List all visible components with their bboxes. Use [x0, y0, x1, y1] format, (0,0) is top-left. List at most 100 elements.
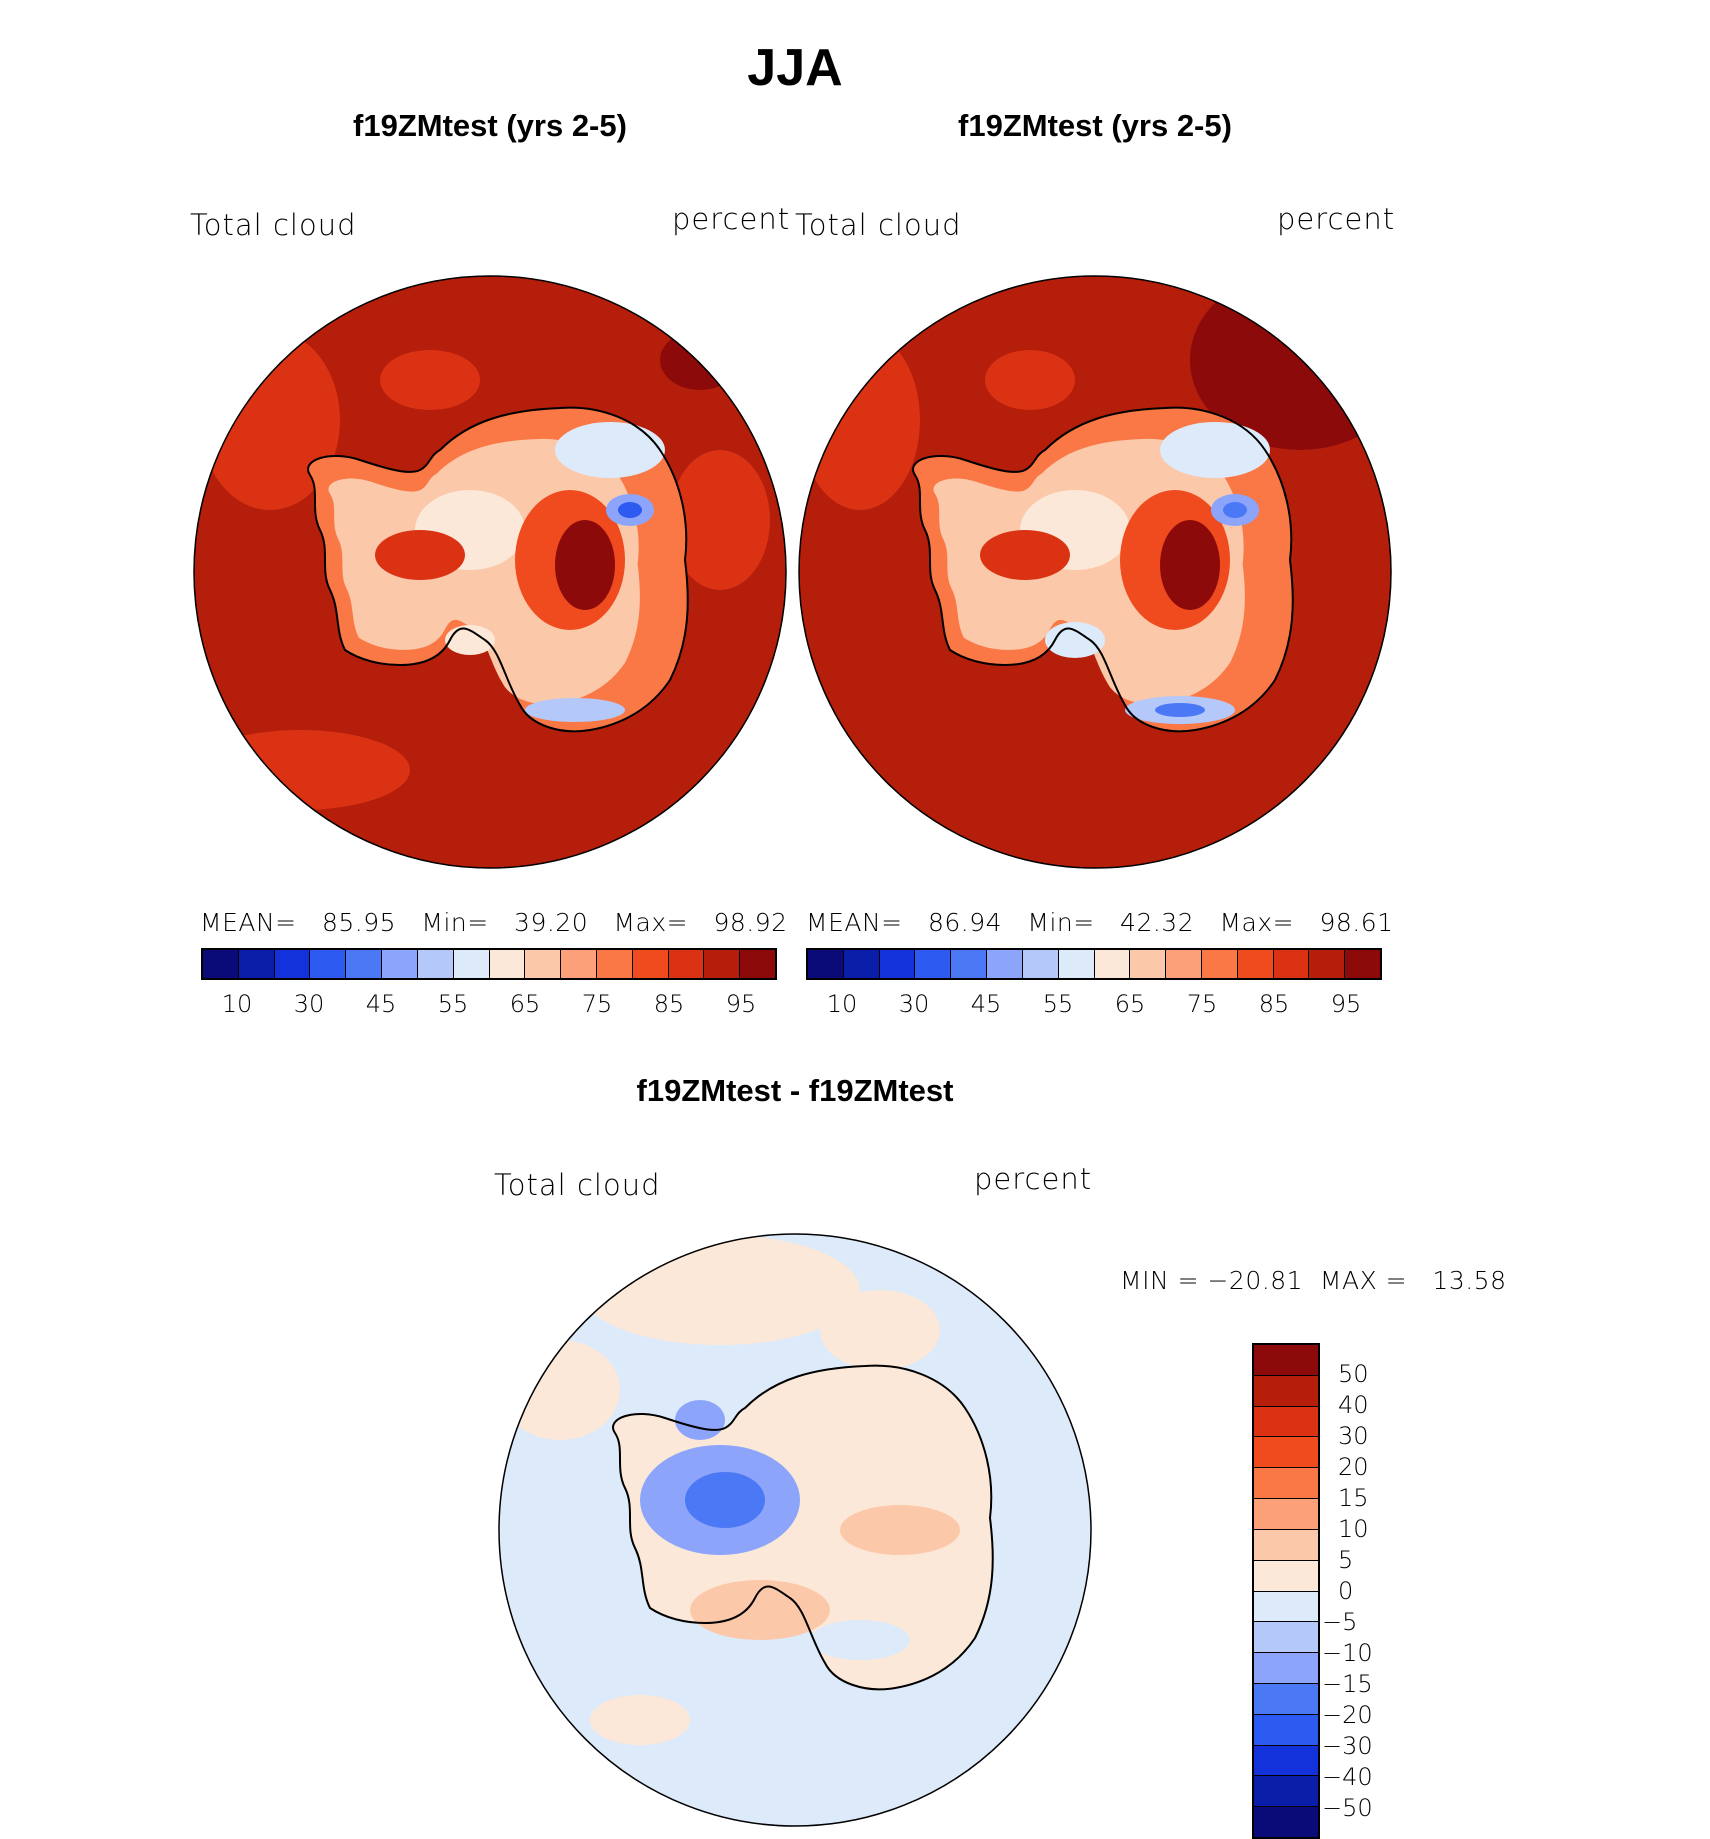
panel-2-title: f19ZMtest (yrs 2-5)	[958, 108, 1232, 143]
panel-2-stats: MEAN= 86.94 Min= 42.32 Max= 98.61	[806, 908, 1394, 937]
diff-panel-map	[499, 1234, 1091, 1826]
colorbar-tick-label: −40	[1322, 1763, 1373, 1791]
panel-2-variable-label: Total cloud	[795, 208, 962, 242]
colorbar-cell	[1130, 950, 1167, 978]
panel-1-min-value: 39.20	[514, 908, 589, 937]
panel-2-units-label: percent	[1277, 202, 1396, 236]
panel-1-units-label: percent	[672, 202, 791, 236]
colorbar-tick-label: 15	[1338, 1484, 1369, 1512]
colorbar-cell	[310, 950, 347, 978]
colorbar-cell	[525, 950, 562, 978]
panel-1-min-label: Min=	[421, 908, 489, 937]
panel-1-mean-value: 85.95	[321, 908, 397, 937]
colorbar-cell	[453, 950, 490, 978]
colorbar-cell	[1254, 1591, 1318, 1623]
diff-colorbar	[1252, 1343, 1320, 1839]
colorbar-tick-label: 45	[970, 990, 1002, 1018]
colorbar-tick-label: 85	[1258, 990, 1290, 1018]
colorbar-cell	[1254, 1529, 1318, 1561]
colorbar-tick-label: 30	[293, 990, 325, 1018]
colorbar-cell	[1254, 1468, 1318, 1500]
panel-2-mean-label: MEAN=	[806, 908, 903, 937]
colorbar-tick-label: 75	[1186, 990, 1218, 1018]
colorbar-cell	[668, 950, 705, 978]
panel-2-min-value: 42.32	[1120, 908, 1195, 937]
colorbar-tick-label: 95	[1330, 990, 1362, 1018]
colorbar-tick-label: 55	[437, 990, 469, 1018]
colorbar-tick-label: −5	[1322, 1608, 1358, 1636]
colorbar-cell	[1345, 950, 1380, 978]
colorbar-tick-label: 65	[1114, 990, 1146, 1018]
colorbar-tick-label: 65	[509, 990, 541, 1018]
colorbar-cell	[489, 950, 526, 978]
colorbar-cell	[1058, 950, 1095, 978]
colorbar-tick-label: 75	[581, 990, 613, 1018]
colorbar-tick-label: 40	[1338, 1391, 1369, 1419]
colorbar-tick-label: 0	[1338, 1577, 1354, 1605]
colorbar-cell	[1254, 1437, 1318, 1469]
panel-2-max-value: 98.61	[1319, 908, 1394, 937]
colorbar-cell	[346, 950, 383, 978]
figure-title: JJA	[747, 39, 843, 97]
colorbar-cell	[1309, 950, 1346, 978]
panel-1-title: f19ZMtest (yrs 2-5)	[353, 108, 627, 143]
panel-2-min-label: Min=	[1027, 908, 1095, 937]
colorbar-tick-label: 10	[826, 990, 858, 1018]
colorbar-tick-label: 10	[221, 990, 253, 1018]
colorbar-cell	[1237, 950, 1274, 978]
colorbar-tick-label: −10	[1322, 1639, 1373, 1667]
colorbar-tick-label: 5	[1338, 1546, 1354, 1574]
colorbar-cell	[1254, 1745, 1318, 1777]
colorbar-cell	[1254, 1683, 1318, 1715]
colorbar-cell	[1273, 950, 1310, 978]
colorbar-tick-label: 50	[1338, 1360, 1369, 1388]
panel-1-max-value: 98.92	[713, 908, 788, 937]
colorbar-tick-label: −50	[1322, 1794, 1373, 1822]
colorbar-cell	[1254, 1375, 1318, 1407]
diff-panel-title: f19ZMtest - f19ZMtest	[636, 1073, 954, 1108]
colorbar-cell	[1022, 950, 1059, 978]
panel-1-variable-label: Total cloud	[190, 208, 357, 242]
panel-2-map	[799, 276, 1391, 868]
panel-1-colorbar-ticks: 10 30 45 55 65 75 85 95	[201, 990, 777, 1020]
colorbar-cell	[879, 950, 916, 978]
colorbar-tick-label: 55	[1042, 990, 1074, 1018]
panel-2-colorbar-ticks: 10 30 45 55 65 75 85 95	[806, 990, 1382, 1020]
colorbar-tick-label: 45	[365, 990, 397, 1018]
colorbar-cell	[808, 950, 844, 978]
colorbar-cell	[1201, 950, 1238, 978]
panel-1-colorbar	[201, 948, 777, 980]
colorbar-tick-label: 30	[1338, 1422, 1369, 1450]
colorbar-cell	[1254, 1653, 1318, 1684]
diff-variable-label: Total cloud	[494, 1168, 661, 1202]
colorbar-cell	[1254, 1345, 1318, 1376]
colorbar-cell	[843, 950, 880, 978]
colorbar-cell	[987, 950, 1023, 978]
colorbar-tick-label: −20	[1322, 1701, 1373, 1729]
colorbar-cell	[1254, 1406, 1318, 1438]
panel-2-max-label: Max=	[1219, 908, 1295, 937]
diff-units-label: percent	[974, 1162, 1093, 1196]
colorbar-tick-label: 20	[1338, 1453, 1369, 1481]
colorbar-cell	[596, 950, 633, 978]
colorbar-cell	[1254, 1622, 1318, 1654]
colorbar-tick-label: 95	[725, 990, 757, 1018]
colorbar-cell	[1254, 1499, 1318, 1530]
colorbar-cell	[632, 950, 669, 978]
panel-1-mean-label: MEAN=	[200, 908, 297, 937]
diff-colorbar-ticks: 50 40 30 20 15 10 5 0 −5 −10 −15 −20 −30 −40 −50	[1322, 1343, 1410, 1839]
colorbar-cell	[238, 950, 275, 978]
colorbar-cell	[1254, 1776, 1318, 1808]
colorbar-tick-label: 10	[1338, 1515, 1369, 1543]
colorbar-cell	[382, 950, 418, 978]
colorbar-cell	[704, 950, 741, 978]
colorbar-cell	[417, 950, 454, 978]
colorbar-cell	[203, 950, 239, 978]
colorbar-cell	[1254, 1714, 1318, 1746]
colorbar-cell	[915, 950, 952, 978]
colorbar-cell	[951, 950, 988, 978]
colorbar-cell	[561, 950, 597, 978]
diff-minmax-text: MIN = −20.81 MAX = 13.58	[1120, 1266, 1507, 1295]
colorbar-tick-label: −15	[1322, 1670, 1373, 1698]
